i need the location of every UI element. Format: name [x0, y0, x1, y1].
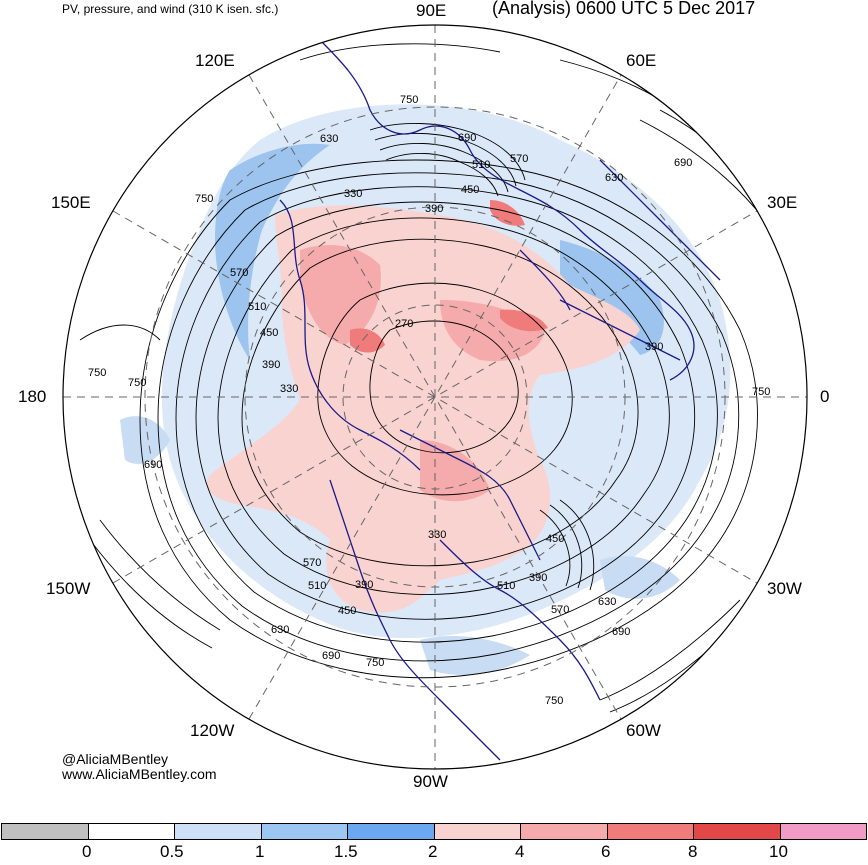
- contour-label: 690: [458, 132, 476, 144]
- colorbar-tick-label: 0: [82, 842, 92, 861]
- contour-label: 750: [752, 386, 770, 398]
- map-boundary: [62, 24, 808, 770]
- lon-label-120w: 120W: [190, 721, 235, 740]
- colorbar-bin: [520, 824, 607, 839]
- colorbar-tick-label: 1.5: [334, 842, 358, 861]
- colorbar-bin: [606, 824, 693, 839]
- colorbar-bin: [2, 824, 88, 839]
- lon-label-90e: 90E: [416, 1, 447, 20]
- contour-label: 510: [472, 159, 490, 171]
- contour-label: 570: [510, 153, 528, 165]
- contour-label: 570: [230, 267, 248, 279]
- colorbar-tick-label: 10: [769, 842, 788, 861]
- pressure-contours: [79, 43, 801, 713]
- contour-label: 510: [248, 301, 266, 313]
- colorbar-tick-label: 8: [688, 842, 698, 861]
- lon-label-60e: 60E: [626, 51, 657, 70]
- contour-label: 450: [546, 533, 564, 545]
- lon-label-120e: 120E: [195, 51, 235, 70]
- contour-labels: 750 630 690 510 570 330 450 390 630 690 …: [88, 94, 770, 707]
- map-disk-content: 750 630 690 510 570 330 450 390 630 690 …: [63, 25, 807, 769]
- figure-right-title: (Analysis) 0600 UTC 5 Dec 2017: [492, 0, 756, 18]
- lon-label-150w: 150W: [46, 579, 91, 598]
- contour-label: 570: [303, 557, 321, 569]
- graticule: [63, 25, 807, 769]
- lon-label-90w: 90W: [413, 772, 448, 791]
- contour-label: 630: [320, 133, 338, 145]
- contour-label: 390: [262, 359, 280, 371]
- contour-label: 390: [645, 341, 663, 353]
- colorbar-tick-label: 2: [428, 842, 438, 861]
- contour-label: 750: [366, 657, 384, 669]
- colorbar-bin: [347, 824, 434, 839]
- lon-label-150e: 150E: [51, 193, 91, 212]
- contour-label: 390: [425, 203, 443, 215]
- contour-label: 330: [344, 188, 362, 200]
- contour-label: 510: [497, 580, 515, 592]
- colorbar-bin: [87, 824, 174, 839]
- contour-label: 630: [598, 596, 616, 608]
- credit-url: www.AliciaMBentley.com: [62, 766, 217, 782]
- contour-label: 690: [144, 459, 162, 471]
- contour-label: 750: [400, 94, 418, 106]
- figure-left-title: PV, pressure, and wind (310 K isen. sfc.…: [62, 2, 279, 16]
- colorbar-bin: [693, 824, 780, 839]
- pv-colorbar: [1, 823, 867, 840]
- contour-label: 510: [308, 580, 326, 592]
- contour-label: 630: [271, 624, 289, 636]
- contour-label: 450: [260, 327, 278, 339]
- lon-label-180: 180: [18, 387, 47, 406]
- contour-label: 690: [612, 626, 630, 638]
- lon-label-60w: 60W: [626, 721, 661, 740]
- colorbar-bin: [779, 824, 866, 839]
- contour-label: 750: [545, 695, 563, 707]
- lon-label-30w: 30W: [767, 579, 802, 598]
- contour-label: 690: [322, 650, 340, 662]
- polar-map: 750 630 690 510 570 330 450 390 630 690 …: [62, 24, 808, 770]
- contour-label: 330: [280, 383, 298, 395]
- contour-label: 750: [88, 367, 106, 379]
- contour-label: 270: [395, 318, 413, 330]
- contour-label: 750: [128, 377, 146, 389]
- lon-label-0: 0: [820, 387, 830, 406]
- lon-label-30e: 30E: [767, 193, 798, 212]
- credit-handle: @AliciaMBentley: [62, 751, 169, 767]
- colorbar-bin: [260, 824, 347, 839]
- colorbar-tick-label: 4: [515, 842, 525, 861]
- contour-label: 450: [338, 605, 356, 617]
- pv-shading-red: [206, 200, 641, 613]
- contour-label: 390: [529, 572, 547, 584]
- coastlines: [279, 39, 721, 761]
- colorbar-bin: [433, 824, 520, 839]
- contour-label: 690: [674, 157, 692, 169]
- contour-label: 450: [461, 184, 479, 196]
- contour-label: 330: [428, 529, 446, 541]
- contour-label: 630: [605, 172, 623, 184]
- contour-label: 750: [195, 193, 213, 205]
- contour-label: 570: [551, 604, 569, 616]
- contour-label: 390: [355, 579, 373, 591]
- colorbar-tick-label: 1: [255, 842, 265, 861]
- colorbar-bin: [174, 824, 261, 839]
- colorbar-tick-label: 0.5: [160, 842, 184, 861]
- colorbar-tick-label: 6: [601, 842, 611, 861]
